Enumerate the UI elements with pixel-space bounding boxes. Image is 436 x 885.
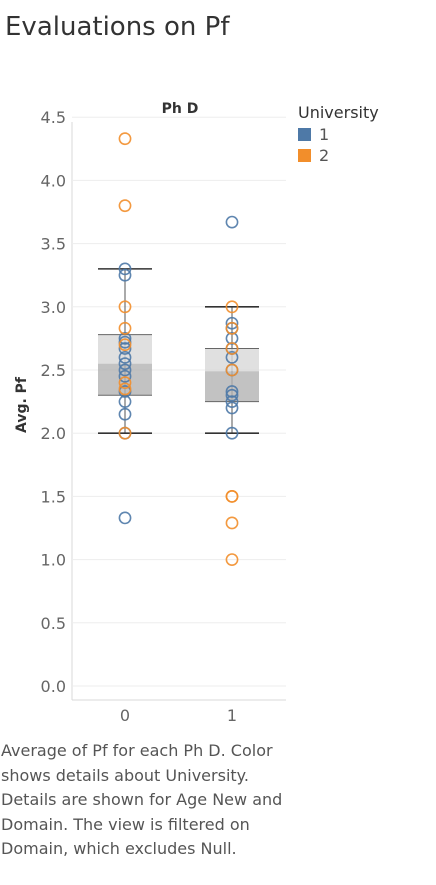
chart-caption: Average of Pf for each Ph D. Color shows…	[1, 741, 283, 859]
y-tick-label: 3.5	[41, 235, 66, 254]
data-point-univ-1[interactable]	[118, 268, 132, 282]
data-point-univ-1[interactable]	[225, 215, 239, 229]
y-tick-label: 0.5	[41, 614, 66, 633]
data-point-univ-1[interactable]	[118, 342, 132, 355]
legend-swatch	[298, 149, 311, 162]
y-tick-label: 1.0	[41, 551, 66, 570]
data-point-univ-1[interactable]	[118, 363, 132, 377]
y-axis-ticks: 0.0 0.5 1.0 1.5 2.0 2.5 3.0 3.5 4.0 4.5	[41, 108, 66, 696]
y-tick-label: 2.5	[41, 361, 66, 380]
data-point-univ-2[interactable]	[225, 321, 239, 335]
x-tick-label: 1	[227, 706, 237, 725]
data-point-univ-2[interactable]	[118, 382, 132, 396]
legend-label: 1	[319, 125, 330, 144]
y-tick-label: 1.5	[41, 487, 66, 506]
data-point-univ-1[interactable]	[225, 350, 239, 364]
legend-label: 2	[319, 146, 330, 165]
gridlines	[71, 116, 286, 701]
data-point-univ-1[interactable]	[118, 407, 132, 421]
data-point-univ-1[interactable]	[225, 331, 239, 345]
data-point-univ-2[interactable]	[118, 376, 132, 390]
y-tick-label: 2.0	[41, 424, 66, 443]
data-point-univ-2[interactable]	[225, 342, 239, 355]
box-upper	[205, 348, 259, 372]
data-point-univ-2[interactable]	[118, 132, 132, 146]
data-point-univ-1[interactable]	[225, 401, 239, 415]
column-header: Ph D	[162, 101, 199, 117]
data-point-univ-1[interactable]	[118, 511, 132, 525]
chart-title: Evaluations on Pf	[5, 12, 230, 42]
data-point-univ-2[interactable]	[118, 426, 132, 440]
data-point-univ-1[interactable]	[118, 262, 132, 276]
legend-title: University	[298, 103, 379, 122]
legend-item-2[interactable]: 2	[298, 145, 379, 166]
data-point-univ-1[interactable]	[118, 350, 132, 364]
data-point-univ-1[interactable]	[118, 357, 132, 371]
data-point-univ-1[interactable]	[225, 395, 239, 408]
data-point-univ-2[interactable]	[225, 300, 239, 314]
data-point-univ-1[interactable]	[225, 316, 239, 330]
data-point-univ-1[interactable]	[118, 395, 132, 408]
data-point-univ-1[interactable]	[225, 385, 239, 398]
x-tick-label: 0	[120, 706, 130, 725]
data-point-univ-1[interactable]	[225, 426, 239, 440]
y-tick-label: 4.0	[41, 171, 66, 190]
y-tick-label: 4.5	[41, 108, 66, 127]
data-point-univ-2[interactable]	[118, 300, 132, 314]
data-points	[118, 132, 239, 566]
data-point-univ-2[interactable]	[118, 321, 132, 335]
legend-item-1[interactable]: 1	[298, 124, 379, 145]
box-lower	[98, 363, 152, 396]
data-point-univ-2[interactable]	[225, 363, 239, 377]
data-point-univ-2[interactable]	[225, 489, 239, 503]
y-tick-label: 3.0	[41, 298, 66, 317]
data-point-univ-1[interactable]	[118, 369, 132, 383]
data-point-univ-2[interactable]	[118, 338, 132, 352]
legend: University 1 2	[298, 103, 379, 166]
data-point-univ-2[interactable]	[225, 516, 239, 530]
data-point-univ-1[interactable]	[118, 331, 132, 345]
y-tick-label: 0.0	[41, 677, 66, 696]
legend-swatch	[298, 128, 311, 141]
data-point-univ-2[interactable]	[118, 199, 132, 213]
data-point-univ-1[interactable]	[225, 388, 239, 402]
data-point-univ-2[interactable]	[225, 553, 239, 566]
y-axis-title: Avg. Pf	[14, 376, 30, 433]
